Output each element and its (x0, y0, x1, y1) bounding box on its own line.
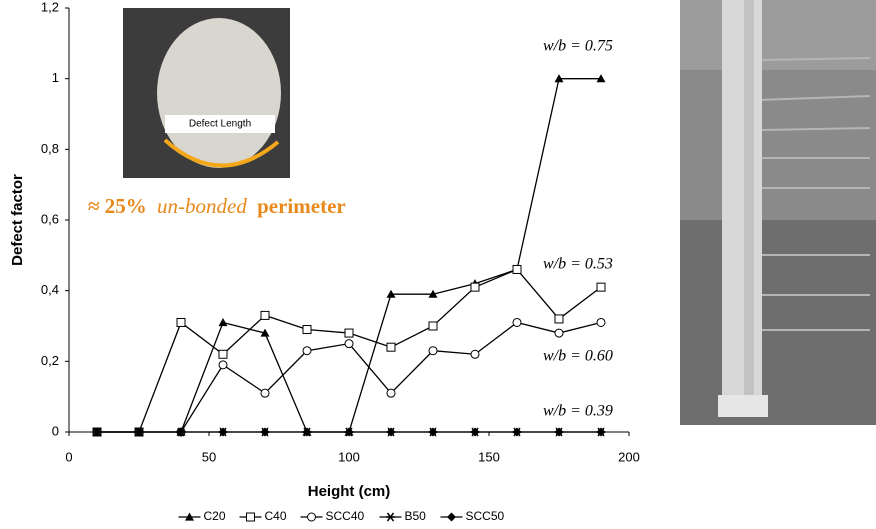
y-tick-label: 0,8 (41, 141, 59, 156)
legend-label: C40 (265, 509, 287, 523)
marker (386, 513, 395, 521)
legend-label: SCC40 (326, 509, 365, 523)
chart: Defect Length ≈ 25% un-bonded perimeter … (0, 0, 876, 529)
x-tick-label: 150 (478, 449, 500, 464)
marker (261, 311, 269, 319)
y-tick-label: 0,2 (41, 353, 59, 368)
series-line (97, 322, 601, 432)
marker (247, 513, 255, 521)
caption-part: ≈ 25% (88, 194, 147, 218)
inset-label: Defect Length (189, 119, 251, 130)
annotation: w/b = 0.75 (543, 38, 613, 55)
y-tick-label: 0,4 (41, 282, 59, 297)
y-axis-label: Defect factor (9, 174, 26, 266)
marker (261, 389, 269, 397)
annotation: w/b = 0.60 (543, 348, 613, 365)
marker (471, 283, 479, 291)
marker (345, 329, 353, 337)
marker (308, 513, 316, 521)
x-tick-label: 0 (65, 449, 72, 464)
legend-label: SCC50 (466, 509, 505, 523)
marker (597, 283, 605, 291)
marker (429, 347, 437, 355)
marker (513, 265, 521, 273)
marker (471, 350, 479, 358)
legend-label: B50 (405, 509, 427, 523)
marker (513, 318, 521, 326)
annotation: w/b = 0.39 (543, 403, 613, 420)
y-tick-label: 0,6 (41, 211, 59, 226)
marker (555, 329, 563, 337)
caption-part: perimeter (257, 194, 346, 218)
y-tick-label: 1 (52, 70, 59, 85)
x-tick-label: 100 (338, 449, 360, 464)
marker (219, 361, 227, 369)
section-photo: Defect Length (123, 8, 290, 178)
marker (429, 322, 437, 330)
legend-label: C20 (204, 509, 226, 523)
marker (345, 340, 353, 348)
marker (177, 318, 185, 326)
marker (303, 326, 311, 334)
marker (597, 318, 605, 326)
annotation: w/b = 0.53 (543, 256, 613, 273)
inset-caption: ≈ 25% un-bonded perimeter (88, 194, 346, 218)
y-tick-label: 1,2 (41, 0, 59, 14)
caption-part: un-bonded (157, 194, 247, 218)
specimen-photo (680, 0, 876, 425)
marker (219, 318, 228, 326)
legend-item: C20 (179, 509, 226, 523)
marker (387, 389, 395, 397)
marker (555, 315, 563, 323)
x-axis-label: Height (cm) (308, 483, 391, 500)
y-tick-label: 0 (52, 423, 59, 438)
x-tick-label: 200 (618, 449, 640, 464)
x-tick-label: 50 (202, 449, 216, 464)
series-line (97, 269, 601, 432)
marker (303, 347, 311, 355)
legend-item: C40 (240, 509, 287, 523)
marker (219, 350, 227, 358)
marker (387, 343, 395, 351)
marker (447, 513, 456, 522)
legend-item: SCC40 (301, 509, 365, 523)
legend-item: B50 (380, 509, 427, 523)
legend-item: SCC50 (441, 509, 505, 523)
